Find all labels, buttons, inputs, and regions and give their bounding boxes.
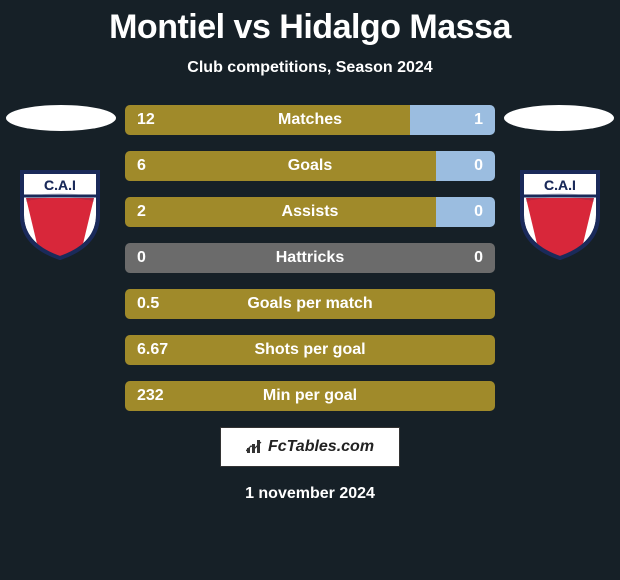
comparison-panel: C.A.I C.A.I C.A.I C.A.I 121Matches 60Goal… [0,105,620,411]
stat-row-min-per-goal: 232Min per goal [125,381,495,411]
stat-label: Assists [125,197,495,227]
stat-row-matches: 121Matches [125,105,495,135]
stat-row-goals-per-match: 0.5Goals per match [125,289,495,319]
stat-row-assists: 20Assists [125,197,495,227]
player-photo-placeholder-right [504,105,614,131]
stat-label: Matches [125,105,495,135]
stat-bars: 121Matches 60Goals 20Assists 00Hattricks 0.5… [125,105,495,411]
source-brand: FcTables.com [220,427,400,467]
stat-label: Shots per goal [125,335,495,365]
svg-text:C.A.I: C.A.I [44,177,76,193]
stat-label: Min per goal [125,381,495,411]
club-crest-right: C.A.I C.A.I [510,160,610,260]
stat-row-hattricks: 00Hattricks [125,243,495,273]
date-label: 1 november 2024 [0,485,620,503]
club-crest-left: C.A.I C.A.I [10,160,110,260]
brand-text: FcTables.com [268,438,374,456]
stat-row-goals: 60Goals [125,151,495,181]
svg-text:C.A.I: C.A.I [544,177,576,193]
stat-label: Goals [125,151,495,181]
page-title: Montiel vs Hidalgo Massa [0,0,620,47]
stat-label: Goals per match [125,289,495,319]
stat-row-shots-per-goal: 6.67Shots per goal [125,335,495,365]
stat-label: Hattricks [125,243,495,273]
player-photo-placeholder-left [6,105,116,131]
page-subtitle: Club competitions, Season 2024 [0,59,620,77]
chart-icon [246,440,264,454]
